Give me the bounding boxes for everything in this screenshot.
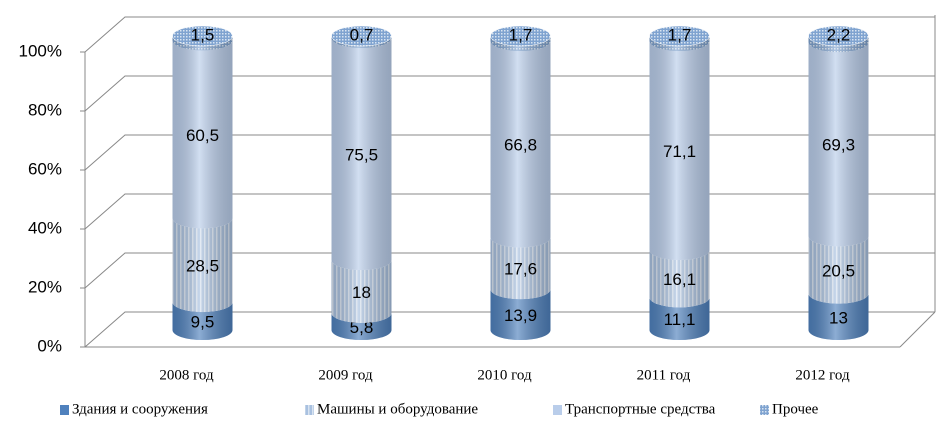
segment-shade bbox=[172, 302, 233, 340]
cylinder-segment bbox=[172, 302, 233, 340]
segment-shade bbox=[172, 40, 233, 229]
cylinder-segment bbox=[331, 312, 392, 340]
x-tick-label: 2010 год bbox=[477, 367, 532, 383]
x-tick-label: 2012 год bbox=[795, 367, 850, 383]
cylinder-segment bbox=[331, 25, 392, 49]
legend-label: Здания и сооружения bbox=[72, 401, 208, 417]
y-tick-label: 60% bbox=[28, 159, 62, 178]
segment-shade bbox=[331, 36, 392, 49]
legend-label: Прочее bbox=[772, 401, 819, 417]
segment-shade bbox=[490, 289, 551, 340]
cylinder-segment bbox=[808, 236, 869, 304]
data-label: 2,2 bbox=[827, 25, 851, 44]
cylinder-top-pattern bbox=[331, 26, 392, 46]
cylinder-segment bbox=[808, 25, 869, 53]
x-tick-label: 2008 год bbox=[159, 367, 214, 383]
segment-shade bbox=[808, 293, 869, 340]
legend-swatch bbox=[60, 405, 69, 415]
data-label: 1,7 bbox=[668, 25, 692, 44]
legend-swatch bbox=[553, 405, 562, 415]
segment-shade bbox=[490, 36, 551, 51]
segment-shade bbox=[808, 42, 869, 247]
legend-swatch-pattern bbox=[760, 405, 769, 415]
cylinder-segment bbox=[649, 297, 710, 340]
y-tick-label: 80% bbox=[28, 100, 62, 119]
segment-shade bbox=[649, 250, 710, 308]
cylinder-segment bbox=[808, 42, 869, 247]
data-label: 20,5 bbox=[822, 261, 855, 280]
data-label: 71,1 bbox=[663, 142, 696, 161]
segment-shade bbox=[172, 36, 233, 51]
segment-shade bbox=[331, 260, 392, 323]
data-label: 9,5 bbox=[191, 313, 215, 332]
segment-shade bbox=[808, 236, 869, 304]
segment-shade bbox=[331, 312, 392, 340]
cylinder-segment bbox=[331, 260, 392, 323]
y-tick-label: 100% bbox=[19, 41, 62, 60]
cylinder-segment bbox=[490, 25, 551, 51]
data-label: 11,1 bbox=[664, 310, 696, 329]
data-label: 16,1 bbox=[663, 270, 696, 289]
floor bbox=[84, 15, 936, 348]
legend-swatch-pattern bbox=[305, 405, 314, 415]
data-label: 17,6 bbox=[504, 260, 537, 279]
data-label: 28,5 bbox=[186, 257, 219, 276]
cylinder-top-pattern bbox=[172, 26, 233, 46]
x-tick-label: 2009 год bbox=[318, 367, 373, 383]
data-label: 75,5 bbox=[345, 146, 378, 165]
data-label: 66,8 bbox=[504, 136, 537, 155]
segment-shade bbox=[490, 40, 551, 248]
cylinder-segment bbox=[331, 38, 392, 271]
segment-shade bbox=[649, 36, 710, 51]
y-tick-label: 0% bbox=[37, 336, 62, 355]
data-label: 18 bbox=[352, 283, 371, 302]
cylinder-segment bbox=[649, 25, 710, 51]
x-tick-label: 2011 год bbox=[637, 367, 691, 383]
cylinder-segment bbox=[649, 250, 710, 308]
legend-label: Транспортные средства bbox=[565, 401, 716, 417]
cylinder-segment bbox=[649, 40, 710, 261]
cylinder-top-pattern bbox=[490, 26, 551, 46]
data-label: 13,9 bbox=[504, 306, 537, 325]
cylinder-segment bbox=[172, 40, 233, 229]
cylinder-segment bbox=[490, 40, 551, 248]
legend-label: Машины и оборудование bbox=[317, 401, 478, 417]
y-tick-label: 20% bbox=[28, 277, 62, 296]
cylinder-segment bbox=[490, 237, 551, 300]
y-tick-label: 40% bbox=[28, 218, 62, 237]
segment-shade bbox=[649, 297, 710, 340]
cylinder-top-pattern bbox=[808, 26, 869, 46]
cylinder-segment bbox=[172, 218, 233, 313]
segment-shade bbox=[808, 36, 869, 53]
data-label: 1,5 bbox=[191, 25, 215, 44]
cylinder-segment bbox=[808, 293, 869, 340]
segment-shade bbox=[331, 38, 392, 271]
cylinder-top-pattern bbox=[649, 26, 710, 46]
data-label: 1,7 bbox=[509, 25, 533, 44]
cylinder-segment bbox=[490, 289, 551, 340]
data-label: 60,5 bbox=[186, 126, 219, 145]
segment-shade bbox=[172, 218, 233, 313]
data-label: 0,7 bbox=[350, 25, 374, 44]
grid-line bbox=[84, 16, 935, 53]
data-label: 69,3 bbox=[822, 136, 855, 155]
cylinder-segment bbox=[172, 25, 233, 51]
segment-shade bbox=[490, 237, 551, 300]
data-label: 13 bbox=[829, 308, 848, 327]
segment-shade bbox=[649, 40, 710, 261]
